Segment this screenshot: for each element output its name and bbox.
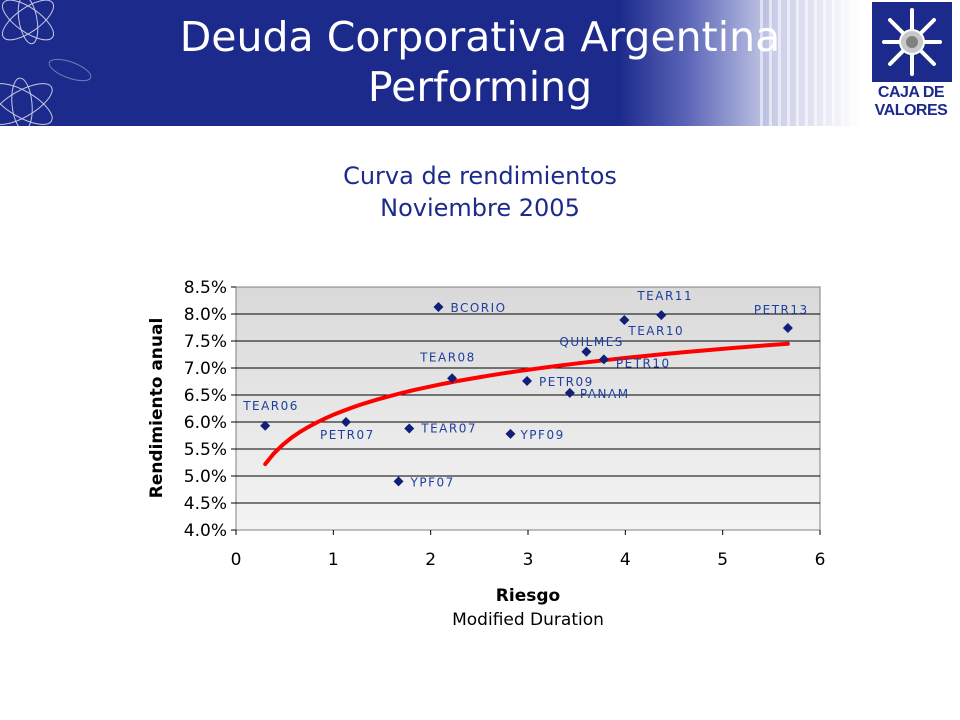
data-point-label: PETR07 xyxy=(320,428,375,442)
y-tick-label: 8.5% xyxy=(184,278,227,298)
data-point-label: PETR09 xyxy=(539,375,594,389)
plot-area xyxy=(235,286,821,531)
data-point-label: TEAR10 xyxy=(627,324,684,338)
data-point-marker xyxy=(782,323,793,334)
y-tick-label: 6.0% xyxy=(184,413,227,433)
chart-title-block: Curva de rendimientos Noviembre 2005 xyxy=(0,160,960,224)
data-point-label: QUILMES xyxy=(559,335,624,349)
y-tick-label: 8.0% xyxy=(184,305,227,325)
y-tick-label: 7.5% xyxy=(184,332,227,352)
chart-subtitle: Noviembre 2005 xyxy=(380,194,580,222)
caja-de-valores-logo: CAJA DE VALORES xyxy=(862,0,960,126)
data-point-marker xyxy=(340,417,351,427)
data-point-marker xyxy=(260,420,271,431)
data-point-marker xyxy=(656,310,667,321)
x-tick-label: 0 xyxy=(231,550,242,570)
header-banner: Deuda Corporativa Argentina Performing xyxy=(0,0,860,126)
data-point-marker xyxy=(393,476,404,487)
data-point-label: PETR10 xyxy=(616,356,671,370)
data-point-label: BCORIO xyxy=(450,301,506,315)
data-point-marker xyxy=(447,373,458,384)
y-tick-label: 6.5% xyxy=(184,386,227,406)
star-emblem-icon xyxy=(882,8,942,76)
data-point-marker xyxy=(619,314,630,325)
x-tick-label: 6 xyxy=(815,550,826,570)
swirl-decoration-icon xyxy=(0,0,92,126)
data-point-label: PETR13 xyxy=(754,303,809,317)
y-axis-label: Rendimiento anual xyxy=(147,318,167,499)
page-title-line2: Performing xyxy=(367,63,593,111)
x-tick-label: 1 xyxy=(328,550,339,570)
y-tick-label: 7.0% xyxy=(184,359,227,379)
x-tick-label: 3 xyxy=(523,550,534,570)
x-axis-sublabel: Modified Duration xyxy=(452,610,604,630)
data-point-marker xyxy=(522,375,533,386)
data-point-label: TEAR11 xyxy=(636,289,693,303)
logo-emblem xyxy=(872,2,952,82)
logo-text-line2: VALORES xyxy=(874,102,948,119)
x-tick-label: 5 xyxy=(717,550,728,570)
y-tick-label: 4.5% xyxy=(184,494,227,514)
data-point-label: TEAR08 xyxy=(419,350,476,364)
y-tick-label: 5.5% xyxy=(184,440,227,460)
data-point-marker xyxy=(581,346,592,357)
x-axis-label: Riesgo xyxy=(496,586,560,606)
data-point-label: YPF09 xyxy=(519,428,564,442)
banner-stripes xyxy=(760,0,860,126)
x-tick-label: 2 xyxy=(425,550,436,570)
logo-text-line1: CAJA DE xyxy=(877,84,945,101)
data-point-label: PANAM xyxy=(580,387,630,401)
data-point-marker xyxy=(564,387,575,398)
y-tick-label: 4.0% xyxy=(184,521,227,541)
data-point-marker xyxy=(505,428,516,439)
page-title: Deuda Corporativa Argentina Performing xyxy=(120,12,840,112)
data-point-label: YPF07 xyxy=(410,475,455,489)
chart-title: Curva de rendimientos xyxy=(343,162,617,190)
data-point-label: TEAR07 xyxy=(420,421,477,435)
logo-text: CAJA DE VALORES xyxy=(862,84,960,120)
data-point-marker xyxy=(433,301,444,312)
page-title-line1: Deuda Corporativa Argentina xyxy=(179,13,781,61)
y-tick-label: 5.0% xyxy=(184,467,227,487)
trend-curve xyxy=(263,341,790,467)
data-point-marker xyxy=(598,354,609,365)
data-point-marker xyxy=(404,423,415,434)
x-tick-label: 4 xyxy=(620,550,631,570)
data-point-label: TEAR06 xyxy=(242,399,299,413)
